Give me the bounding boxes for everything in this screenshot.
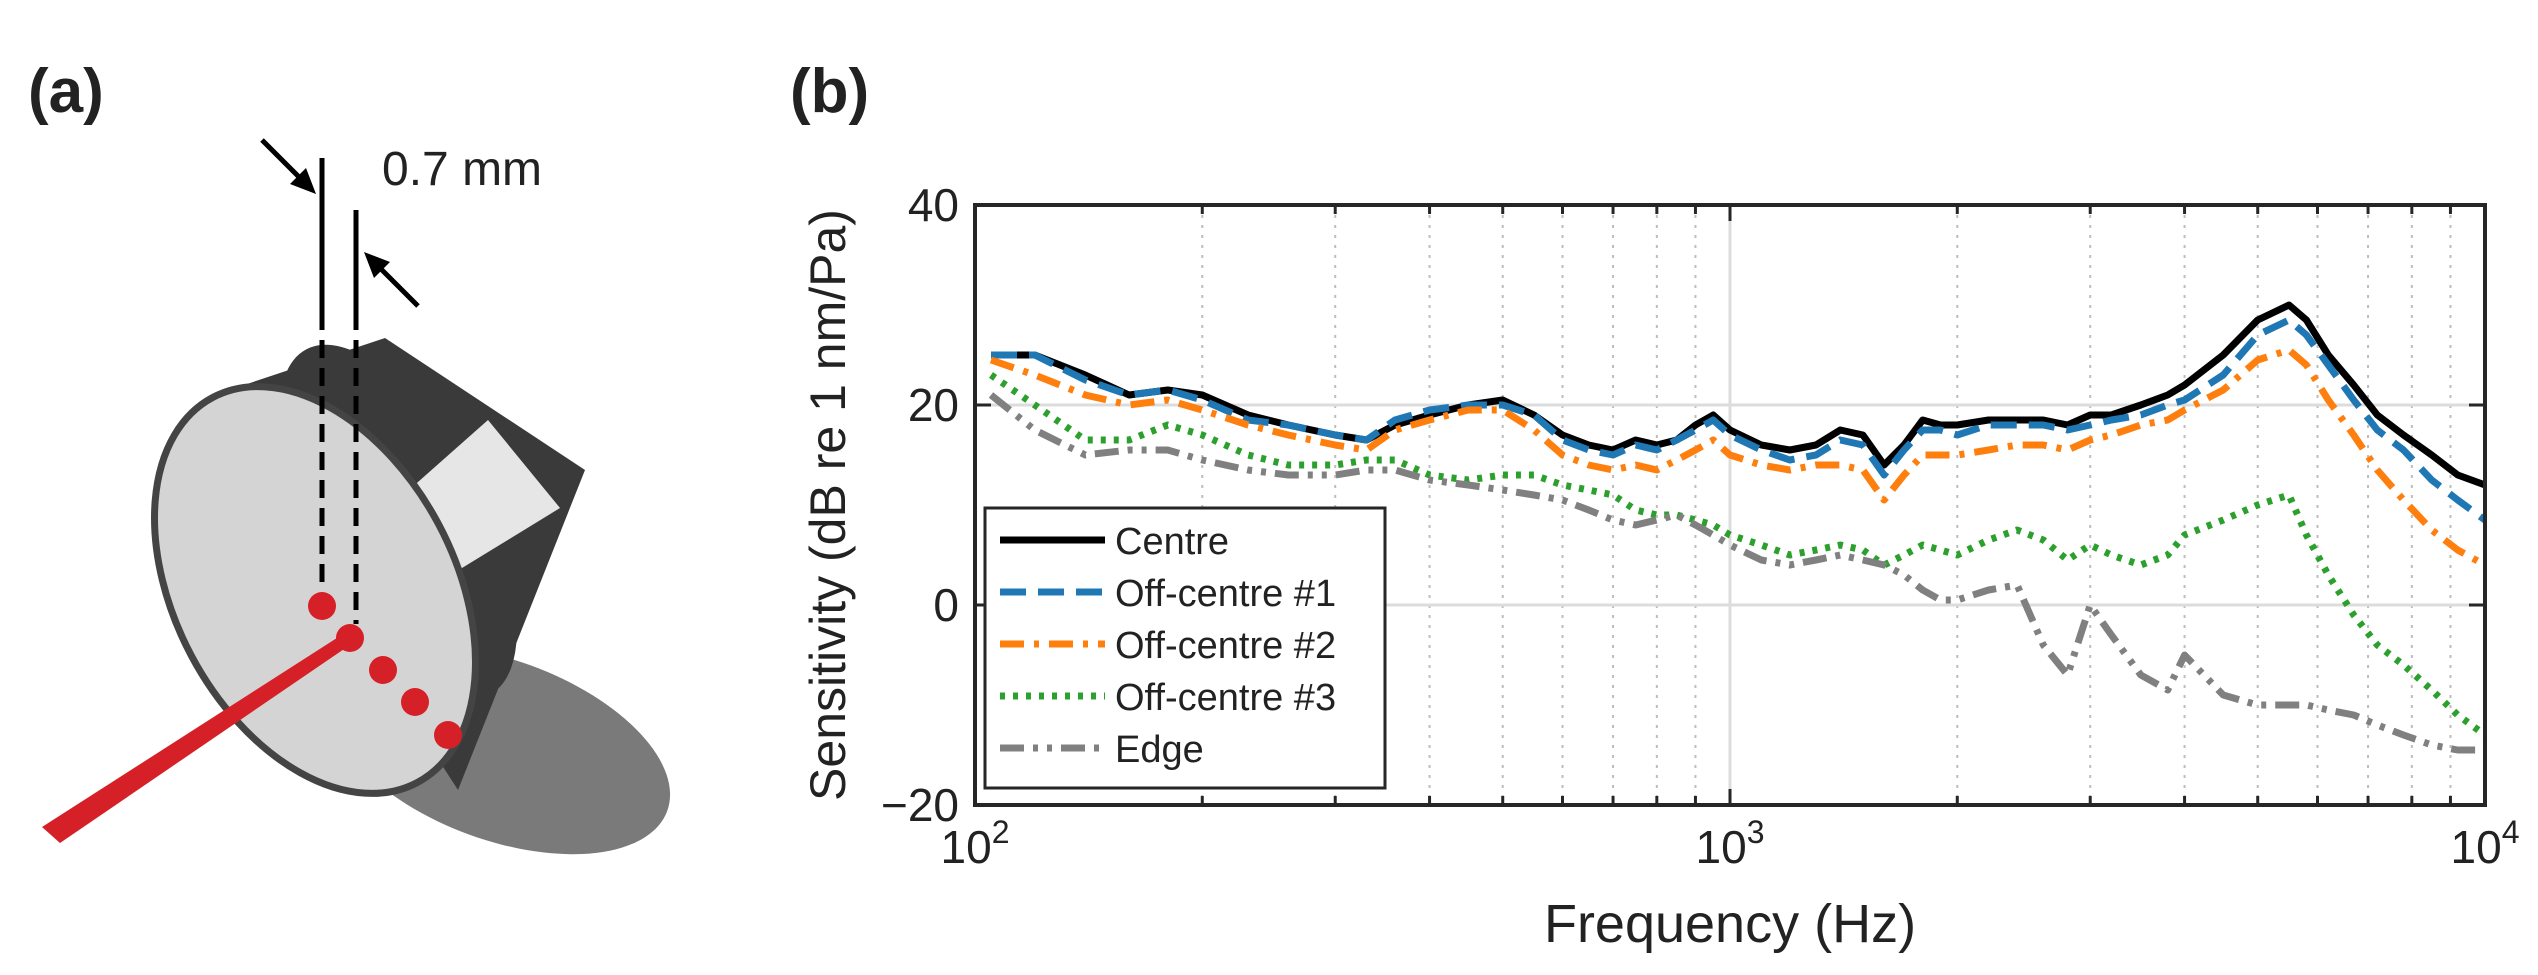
- legend-label-off-centre-2: Off-centre #2: [1115, 625, 1336, 667]
- legend: Centre Off-centre #1 Off-centre #2 Off-cent…: [983, 506, 1387, 790]
- legend-label-off-centre-1: Off-centre #1: [1115, 573, 1336, 615]
- dimension-arrow-right-icon: [364, 252, 420, 308]
- laser-beam: [42, 636, 350, 843]
- series-line-off-centre-3: [989, 372, 2485, 738]
- x-axis-label: Frequency (Hz): [1544, 894, 1916, 954]
- series-line-off-centre-2: [989, 346, 2485, 569]
- x-tick-labels: 102 103 104: [941, 814, 2520, 873]
- dimension-label: 0.7 mm: [382, 143, 542, 196]
- x-tick-label: 103: [1696, 814, 1765, 873]
- panel-b-label: (b): [790, 57, 869, 126]
- legend-label-edge: Edge: [1115, 729, 1204, 771]
- y-axis-label: Sensitivity (dB re 1 nm/Pa): [800, 209, 856, 801]
- y-tick-label: 20: [908, 379, 959, 431]
- legend-label-off-centre-3: Off-centre #3: [1115, 677, 1336, 719]
- measurement-point-off-centre-1: [369, 656, 397, 684]
- legend-box: [983, 506, 1387, 790]
- y-tick-labels: −20 0 20 40: [881, 179, 959, 831]
- measurement-point-off-centre-2: [401, 688, 429, 716]
- legend-label-centre: Centre: [1115, 521, 1229, 563]
- panel-b: (b) −20 0 20 40 102 103 104 Frequency (Hz) Se…: [790, 57, 2519, 954]
- panel-a: (a) 0.7 mm: [28, 57, 671, 855]
- panel-a-label: (a): [28, 57, 104, 126]
- x-tick-label: 102: [941, 814, 1010, 873]
- series-line-edge: [988, 392, 2485, 754]
- sensor-face: [151, 383, 479, 797]
- legend-entries: Centre Off-centre #1 Off-centre #2 Off-cent…: [1000, 521, 1336, 771]
- measurement-point-centre: [336, 624, 364, 652]
- measurement-point-off-centre-3: [434, 721, 462, 749]
- x-tick-label: 104: [2451, 814, 2520, 873]
- y-tick-label: 40: [908, 179, 959, 231]
- measurement-point-edge: [308, 592, 336, 620]
- series-layer: [988, 301, 2485, 754]
- y-tick-label: 0: [933, 579, 959, 631]
- plot-frame: [973, 203, 2487, 807]
- series-line-off-centre-1: [991, 316, 2485, 523]
- dimension-arrow-left-icon: [260, 138, 316, 194]
- y-tick-label: −20: [881, 779, 959, 831]
